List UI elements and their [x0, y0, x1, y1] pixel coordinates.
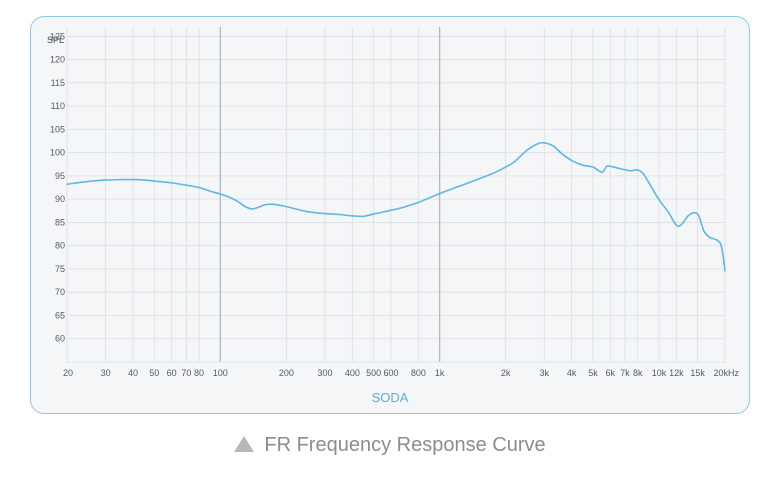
x-tick-label: 300	[317, 368, 332, 378]
grid-layer	[66, 27, 726, 363]
y-tick-label: 100	[50, 148, 65, 158]
x-tick-label: 1k	[435, 368, 445, 378]
caption-text: FR Frequency Response Curve	[264, 434, 546, 456]
x-tick-label: 12k	[669, 368, 684, 378]
x-tick-label: 2k	[501, 368, 511, 378]
x-tick-label: 40	[128, 368, 138, 378]
x-tick-label: 10k	[652, 368, 667, 378]
x-tick-label: 600	[383, 368, 398, 378]
x-tick-label: 200	[279, 368, 294, 378]
triangle-up-icon	[234, 436, 255, 452]
y-tick-label: 95	[55, 171, 65, 181]
x-tick-label: 80	[194, 368, 204, 378]
x-tick-label: 20kHz	[713, 368, 739, 378]
x-tick-label: 30	[101, 368, 111, 378]
x-tick-label: 5k	[588, 368, 598, 378]
frequency-response-line	[66, 141, 726, 272]
x-tick-label: 6k	[606, 368, 616, 378]
y-tick-label: 105	[50, 124, 65, 134]
x-tick-label: 60	[167, 368, 177, 378]
x-tick-labels: 20 30 40 50 60 70 80 100 200 300 400 500 600 800 1k 2k 3…	[63, 368, 739, 378]
y-tick-label: 65	[55, 310, 65, 320]
y-tick-label: 70	[55, 287, 65, 297]
x-tick-label: 15k	[690, 368, 705, 378]
x-tick-label: 8k	[633, 368, 643, 378]
figure-caption: FR Frequency Response Curve	[0, 434, 780, 457]
y-tick-label: 120	[50, 55, 65, 65]
x-tick-label: 500	[366, 368, 381, 378]
x-tick-label: 100	[213, 368, 228, 378]
chart-card: 60 65 70 75 80 85 90 95 100 105 110 115 120 125 20 30 4…	[30, 16, 750, 414]
series-label: SODA	[372, 390, 409, 405]
y-tick-labels: 60 65 70 75 80 85 90 95 100 105 110 115 120 125	[50, 31, 65, 343]
y-tick-label: 75	[55, 264, 65, 274]
y-tick-label: 115	[51, 78, 65, 88]
y-tick-label: 125	[50, 31, 65, 41]
y-axis-label: SPL	[47, 35, 64, 45]
y-tick-label: 110	[51, 101, 65, 111]
frequency-response-chart: 60 65 70 75 80 85 90 95 100 105 110 115 120 125 20 30 4…	[47, 27, 739, 405]
x-tick-label: 4k	[567, 368, 577, 378]
y-tick-label: 80	[55, 241, 65, 251]
x-tick-label: 7k	[620, 368, 630, 378]
y-tick-label: 90	[55, 194, 65, 204]
x-tick-label: 3k	[540, 368, 550, 378]
x-tick-label: 800	[411, 368, 426, 378]
x-tick-label: 20	[63, 368, 73, 378]
x-tick-label: 70	[181, 368, 191, 378]
x-tick-label: 50	[149, 368, 159, 378]
x-tick-label: 400	[345, 368, 360, 378]
y-tick-label: 60	[55, 334, 65, 344]
y-tick-label: 85	[55, 217, 65, 227]
